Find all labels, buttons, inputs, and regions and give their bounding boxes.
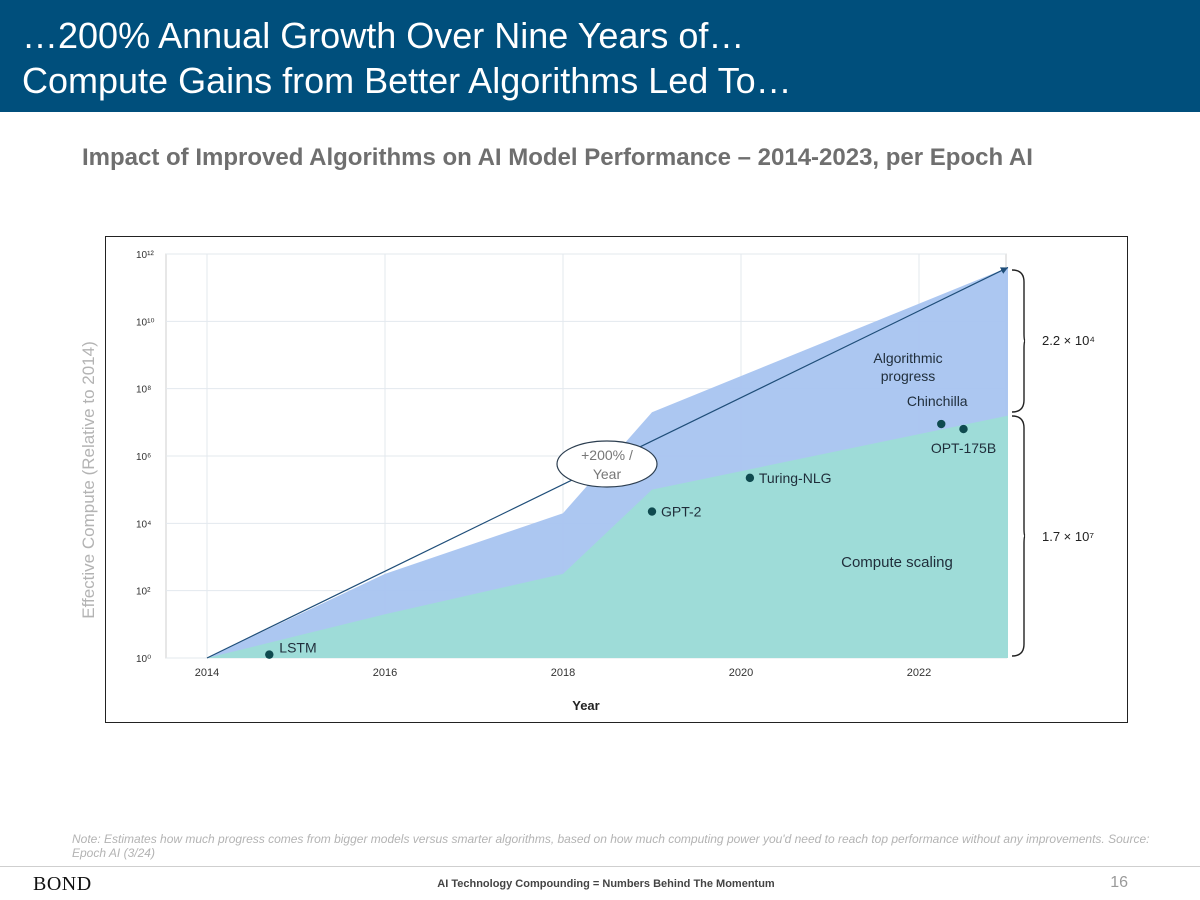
- data-point-label: LSTM: [279, 640, 316, 656]
- bracket-label-compute: 1.7 × 10⁷: [1042, 529, 1094, 544]
- y-tick-label: 10¹²: [136, 250, 154, 261]
- y-tick-label: 10⁰: [136, 654, 151, 665]
- x-tick-label: 2022: [907, 667, 931, 679]
- annotation-algorithmic-line-2: progress: [881, 368, 935, 384]
- annotation-algorithmic-line-1: Algorithmic: [873, 350, 942, 366]
- data-point: [959, 424, 968, 434]
- title-line-2: Compute Gains from Better Algorithms Led…: [22, 60, 792, 101]
- data-point: [265, 650, 274, 659]
- y-tick-label: 10²: [136, 587, 151, 598]
- compute-scaling-area: [207, 415, 1008, 658]
- footer-caption: AI Technology Compounding = Numbers Behi…: [437, 878, 775, 890]
- y-tick-label: 10⁴: [136, 519, 151, 530]
- footer-divider: [0, 866, 1200, 867]
- title-banner: …200% Annual Growth Over Nine Years of… …: [0, 0, 1200, 112]
- data-point: [937, 419, 946, 429]
- trend-label-line-2: Year: [593, 466, 622, 482]
- bond-logo: BOND: [33, 873, 92, 895]
- footnote: Note: Estimates how much progress comes …: [72, 832, 1150, 860]
- x-axis-label: Year: [572, 698, 599, 713]
- annotation-compute-scaling: Compute scaling: [841, 554, 953, 571]
- trend-label-line-1: +200% /: [581, 447, 633, 463]
- page-number: 16: [1110, 874, 1128, 891]
- y-tick-label: 10¹⁰: [136, 317, 154, 328]
- title-line-1: …200% Annual Growth Over Nine Years of…: [22, 15, 745, 56]
- x-tick-label: 2014: [195, 667, 219, 679]
- data-point-label: GPT-2: [661, 504, 702, 520]
- chart-title: Impact of Improved Algorithms on AI Mode…: [82, 144, 1033, 171]
- y-tick-label: 10⁶: [136, 452, 151, 463]
- brace-compute: [1011, 415, 1026, 657]
- bracket-label-algorithmic: 2.2 × 10⁴: [1042, 333, 1095, 348]
- data-point-label: Chinchilla: [907, 393, 968, 409]
- brace-algorithmic: [1011, 269, 1026, 413]
- trend-label-ellipse: [556, 440, 658, 488]
- data-point-label: OPT-175B: [931, 440, 996, 456]
- x-tick-label: 2018: [551, 667, 575, 679]
- data-point: [745, 473, 755, 483]
- y-tick-label: 10⁸: [136, 385, 151, 396]
- data-point: [647, 507, 657, 516]
- x-tick-label: 2016: [373, 667, 397, 679]
- x-tick-label: 2020: [729, 667, 753, 679]
- data-point-label: Turing-NLG: [759, 470, 832, 486]
